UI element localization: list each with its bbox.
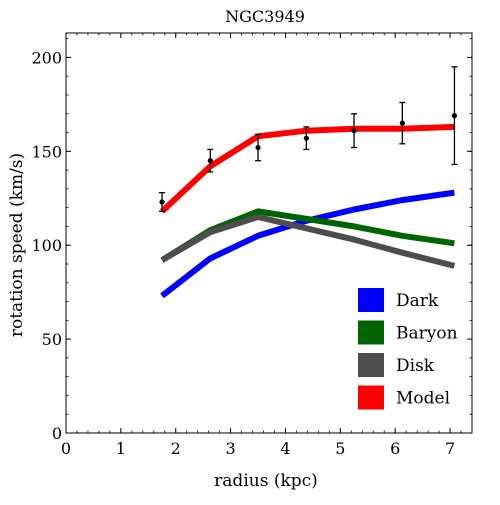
chart-title: NGC3949 <box>225 7 305 26</box>
x-tick-label: 0 <box>61 439 71 458</box>
y-tick-label: 100 <box>31 236 62 255</box>
x-tick-label: 6 <box>390 439 400 458</box>
data-point <box>255 144 261 151</box>
data-point <box>303 135 309 141</box>
x-tick-label: 2 <box>171 439 181 458</box>
data-point <box>399 120 405 126</box>
x-tick-label: 4 <box>280 439 290 458</box>
legend-swatch-baryon <box>358 320 384 345</box>
plot-area <box>159 66 458 299</box>
legend-swatch-model <box>358 385 384 410</box>
legend-label-disk: Disk <box>396 356 435 376</box>
plot-frame <box>65 32 473 434</box>
y-tick-label: 200 <box>31 48 62 67</box>
x-tick-label: 7 <box>445 439 455 458</box>
legend-swatch-disk <box>358 353 384 377</box>
legend-label-dark: Dark <box>396 291 439 311</box>
x-tick-label: 5 <box>335 439 345 458</box>
y-tick-label: 50 <box>42 330 62 349</box>
y-tick-label: 0 <box>52 424 62 443</box>
y-axis-label: rotation speed (km/s) <box>7 153 27 337</box>
data-point <box>451 113 458 119</box>
series-line-disk <box>160 214 456 269</box>
data-point <box>351 128 357 134</box>
legend-swatch-dark <box>358 288 384 312</box>
x-axis-label: radius (kpc) <box>214 471 318 491</box>
data-point <box>207 158 213 164</box>
legend-label-baryon: Baryon <box>396 324 458 344</box>
axes: 0 1 2 3 4 5 6 7 0 50 100 150 200 <box>31 32 473 458</box>
legend: Dark Baryon Disk Model <box>345 277 467 417</box>
data-point <box>159 199 165 205</box>
y-tick-label: 150 <box>31 142 62 161</box>
x-tick-label: 1 <box>116 439 126 458</box>
x-tick-label: 3 <box>226 439 236 458</box>
legend-label-model: Model <box>396 389 450 409</box>
